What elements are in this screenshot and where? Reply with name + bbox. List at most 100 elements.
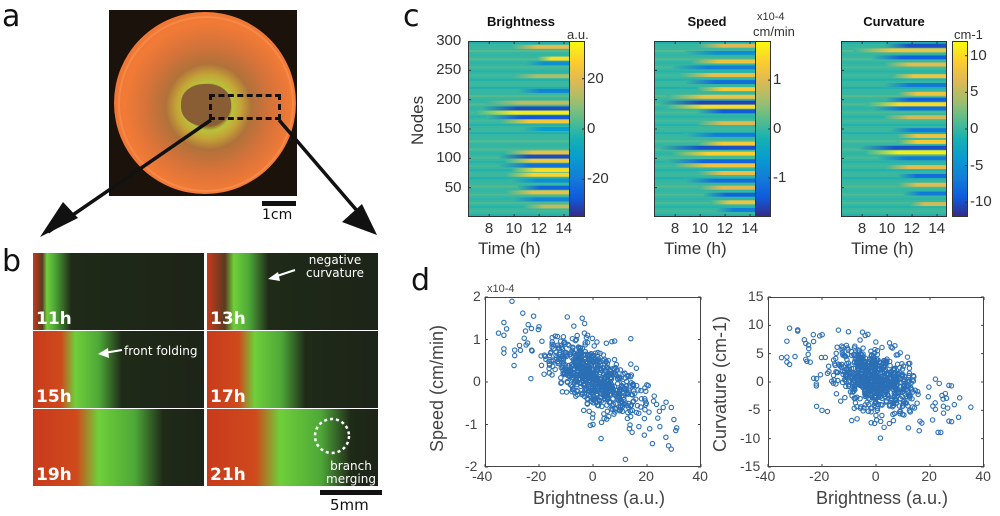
- heatmap-band: [884, 97, 947, 102]
- data-point: [594, 376, 600, 383]
- data-point: [594, 339, 600, 345]
- heatmap-band: [897, 173, 947, 178]
- data-point: [628, 372, 635, 378]
- heatmap-stripe: [654, 41, 760, 44]
- data-point: [612, 409, 618, 415]
- data-point: [571, 323, 577, 329]
- data-point: [868, 405, 874, 411]
- x-tick-label: 12: [716, 220, 734, 237]
- data-point: [891, 383, 898, 390]
- panel-label-b: b: [2, 244, 22, 279]
- heatmap-stripe: [654, 169, 760, 172]
- heatmap-stripe: [654, 197, 760, 200]
- heatmap-stripe: [841, 132, 947, 135]
- data-point: [813, 381, 820, 387]
- heatmap-title: Curvature: [863, 14, 925, 29]
- heatmap-stripe: [841, 160, 947, 163]
- data-point: [877, 435, 884, 441]
- data-point: [842, 394, 848, 401]
- y-tick-label: 15: [748, 288, 764, 304]
- heatmap-band: [486, 100, 574, 105]
- heatmap-band: [884, 165, 947, 170]
- data-point: [883, 370, 890, 377]
- data-point: [879, 344, 885, 351]
- heatmap-band: [666, 104, 760, 109]
- data-point: [511, 352, 518, 359]
- x-axis-label: Brightness (a.u.): [816, 488, 949, 508]
- data-point: [612, 406, 618, 412]
- data-point: [528, 325, 535, 332]
- data-point: [585, 355, 592, 362]
- dish-rim: [118, 16, 294, 192]
- data-point: [898, 372, 905, 379]
- heatmap-band: [865, 102, 947, 107]
- data-point: [866, 366, 872, 372]
- data-point: [521, 335, 527, 342]
- data-point: [602, 396, 609, 403]
- heatmap-title: Speed: [687, 14, 727, 29]
- data-point: [884, 389, 890, 395]
- colorbar: [569, 41, 585, 217]
- data-point: [584, 332, 591, 338]
- time-lapse-frame: 17h: [207, 331, 378, 408]
- data-point: [843, 342, 850, 349]
- data-point: [560, 357, 566, 364]
- data-point: [642, 385, 648, 391]
- data-point: [609, 338, 615, 345]
- zoom-arrows: [40, 118, 377, 237]
- data-point: [629, 407, 636, 414]
- colorbar-unit: cm-1: [954, 27, 983, 42]
- y-tick-label: 1: [473, 330, 481, 347]
- colorbar-tick-label: -5: [970, 156, 984, 174]
- data-point: [587, 392, 594, 399]
- heatmap-band: [897, 134, 947, 139]
- heatmap-stripe: [654, 214, 760, 217]
- heatmap-stripe: [468, 148, 574, 151]
- data-point: [626, 425, 633, 432]
- heatmap-band: [524, 127, 574, 131]
- data-point: [663, 399, 669, 405]
- data-point: [878, 386, 885, 393]
- heatmap-stripe: [841, 197, 947, 200]
- data-point: [585, 396, 591, 403]
- heatmap-stripe: [468, 82, 574, 85]
- data-point: [874, 357, 880, 363]
- branch-merging-circle: [313, 417, 351, 455]
- data-point: [600, 352, 607, 358]
- data-point: [611, 338, 618, 344]
- data-point: [538, 362, 545, 369]
- data-point: [875, 379, 882, 386]
- data-point: [606, 382, 613, 389]
- data-point: [573, 372, 580, 379]
- data-point: [571, 357, 578, 363]
- data-point: [530, 313, 537, 319]
- x-tick-label: 10: [878, 220, 896, 237]
- heatmap-stripe: [841, 66, 947, 69]
- heatmap-band: [872, 106, 947, 111]
- x-tick-label: 14: [555, 220, 573, 237]
- colorbar: [952, 41, 968, 217]
- data-point: [824, 408, 831, 415]
- data-point: [936, 380, 942, 387]
- annotation-marks: [98, 269, 382, 495]
- heatmap-stripe: [841, 54, 947, 57]
- data-point: [560, 334, 567, 340]
- data-point: [612, 364, 619, 371]
- data-point: [895, 352, 901, 358]
- heatmap-band: [697, 43, 760, 48]
- data-point: [642, 406, 648, 413]
- data-point: [872, 362, 879, 368]
- heatmap-band: [697, 121, 760, 126]
- data-point: [625, 409, 631, 416]
- data-point: [844, 351, 851, 358]
- data-point: [859, 329, 866, 335]
- annotation-branch-merging: branch merging: [326, 459, 376, 486]
- x-axis-label: Time (h): [664, 239, 727, 258]
- heatmap-stripe: [841, 70, 947, 73]
- data-point: [847, 389, 854, 395]
- data-point: [598, 380, 604, 387]
- data-point: [660, 404, 666, 411]
- data-point: [909, 387, 915, 393]
- data-point: [845, 329, 852, 335]
- data-point: [673, 427, 679, 434]
